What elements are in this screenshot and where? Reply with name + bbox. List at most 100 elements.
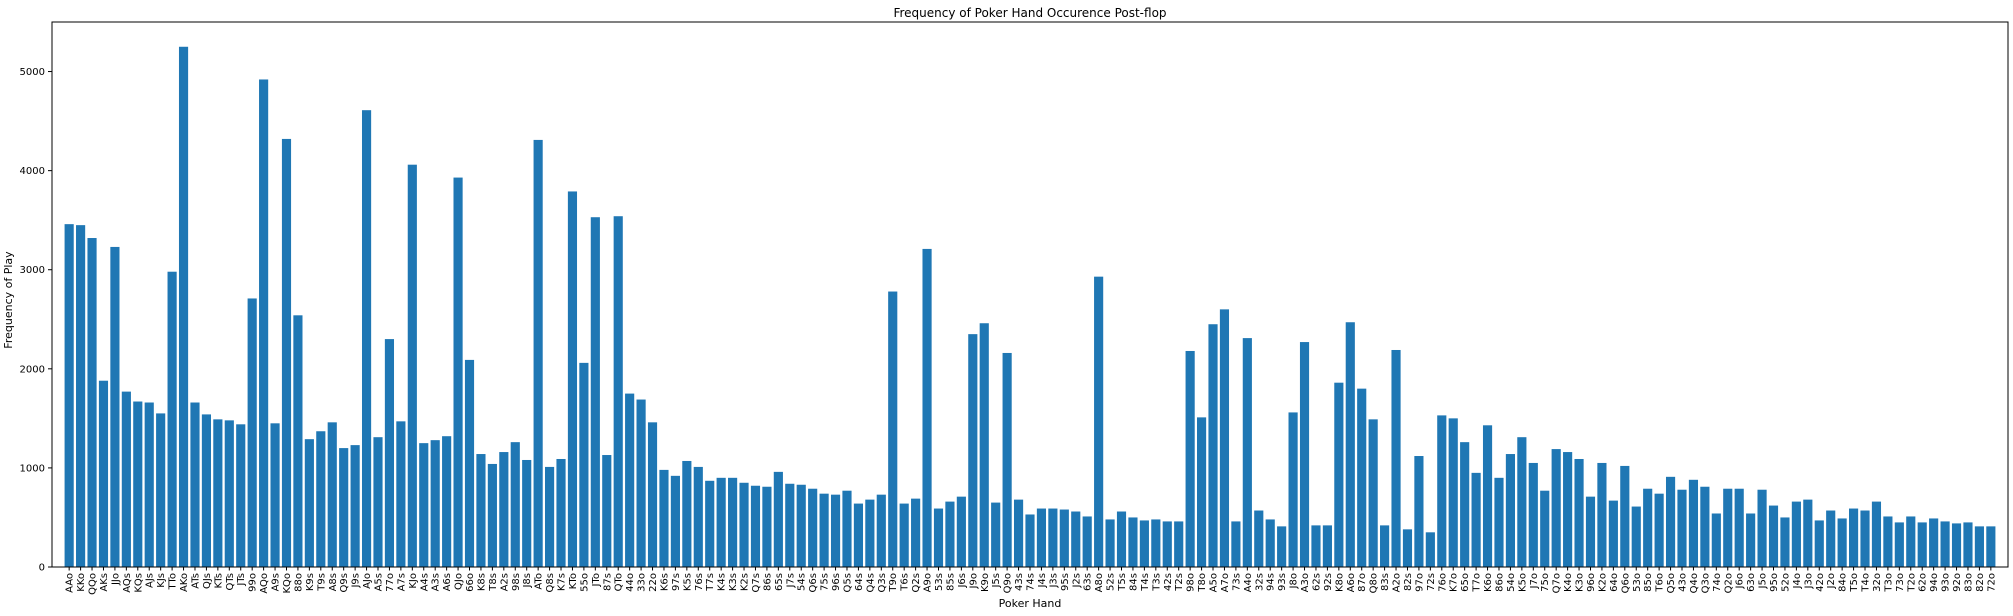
bar-K5s: [682, 460, 692, 567]
x-tick-label: A5o: [1209, 573, 1220, 592]
bar-A2s: [499, 452, 509, 567]
x-tick-label: KJs: [156, 573, 167, 588]
x-tick-label: Q6o: [1620, 573, 1631, 593]
x-tick-label: K2s: [740, 573, 751, 591]
bar-J8s: [522, 459, 532, 567]
x-tick-label: A8s: [328, 573, 339, 591]
x-tick-label: A4s: [419, 573, 430, 591]
x-tick-label: JJo: [110, 573, 121, 586]
bar-55o: [579, 362, 589, 567]
x-tick-label: QTo: [614, 573, 625, 591]
x-tick-label: A7s: [396, 573, 407, 591]
x-tick-label: K7o: [1449, 573, 1460, 592]
x-tick-label: 65o: [1460, 573, 1471, 592]
bar-82s: [1402, 529, 1413, 567]
x-tick-label: QJs: [202, 573, 213, 589]
bar-65o: [1460, 442, 1470, 567]
x-tick-label: K5s: [682, 573, 693, 591]
bar-32s: [1254, 510, 1264, 567]
x-tick-label: T3o: [1883, 573, 1894, 593]
bar-95o: [1768, 505, 1779, 567]
bar-JTs: [236, 424, 246, 567]
x-tick-label: 62s: [1311, 573, 1322, 591]
bar-A3s: [430, 440, 440, 567]
bar-Q2s: [911, 498, 921, 567]
x-tick-label: AJs: [145, 573, 156, 588]
bar-Q3s: [876, 494, 886, 567]
x-tick-label: J7o: [1529, 573, 1540, 589]
x-tick-label: QTs: [225, 573, 236, 591]
bar-85s: [945, 501, 955, 567]
x-tick-label: AKs: [99, 573, 110, 592]
bar-75s: [819, 493, 829, 567]
bar-J9o: [968, 334, 978, 567]
bar-52o: [1780, 517, 1790, 567]
bar-AQs: [121, 391, 131, 567]
bar-T8s: [487, 463, 497, 567]
bar-93s: [1277, 526, 1287, 567]
bar-Q9o: [1002, 352, 1012, 567]
bar-Q9s: [339, 448, 349, 567]
x-tick-label: 85o: [1643, 573, 1654, 592]
bar-J9s: [350, 445, 360, 567]
x-tick-label: 44o: [625, 573, 636, 592]
bar-54o: [1505, 454, 1515, 567]
bar-K5o: [1517, 437, 1527, 567]
x-tick-label: A2s: [499, 573, 510, 591]
x-tick-label: T8o: [1197, 573, 1208, 593]
x-tick-label: AKo: [179, 573, 190, 592]
bar-85o: [1643, 488, 1653, 567]
bar-86o: [1494, 477, 1504, 567]
x-tick-label: T9o: [888, 573, 899, 593]
x-tick-label: K2o: [1597, 573, 1608, 592]
bar-J8o: [1288, 412, 1298, 567]
x-tick-label: 93s: [1277, 573, 1288, 591]
bar-T6o: [1654, 493, 1664, 567]
plot-frame: [51, 21, 2009, 568]
bar-J2s: [1071, 511, 1081, 567]
bar-Q5o: [1665, 476, 1676, 567]
bar-J6s: [956, 496, 966, 567]
x-tick-label: 32s: [1254, 573, 1265, 591]
bar-K7o: [1448, 418, 1458, 567]
bar-JJo: [110, 246, 120, 567]
x-tick-label: K5o: [1517, 573, 1528, 592]
x-tick-label: J3s: [1048, 573, 1059, 589]
bar-A6o: [1345, 322, 1355, 567]
x-tick-label: ATs: [190, 573, 201, 589]
bar-64o: [1608, 500, 1618, 567]
bar-Q8o: [1368, 419, 1378, 567]
x-tick-label: K4s: [717, 573, 728, 591]
x-tick-label: 64s: [854, 573, 865, 591]
x-tick-label: J4o: [1792, 573, 1803, 589]
x-tick-label: A2o: [1392, 573, 1403, 592]
x-tick-label: KTs: [213, 573, 224, 588]
y-tick-label: 0: [39, 563, 45, 574]
x-tick-label: 74s: [1026, 573, 1037, 591]
bar-92s: [1322, 525, 1332, 567]
x-tick-label: A4o: [1243, 573, 1254, 592]
x-tick-label: T7s: [705, 573, 716, 592]
bar-43s: [1013, 499, 1024, 567]
x-tick-label: 53o: [1632, 573, 1643, 592]
bar-54s: [796, 484, 806, 567]
x-tick-label: 87s: [602, 573, 613, 591]
bar-72s: [1425, 532, 1435, 567]
x-tick-label: 52o: [1780, 573, 1791, 592]
x-tick-label: 86s: [762, 573, 773, 591]
bar-T2s: [1174, 521, 1184, 567]
x-tick-label: J3o: [1803, 573, 1814, 589]
bar-A4s: [419, 443, 429, 567]
x-tick-label: 92s: [1323, 573, 1334, 591]
bar-K9o: [979, 323, 989, 567]
bar-T8o: [1197, 417, 1207, 567]
bar-Q6o: [1620, 465, 1630, 567]
x-tick-label: T5o: [1849, 573, 1860, 593]
bar-74s: [1025, 514, 1035, 567]
bar-J5o: [1757, 489, 1767, 567]
bar-A7s: [396, 421, 406, 567]
x-tick-label: Q4s: [865, 573, 876, 592]
bar-KTo: [567, 191, 578, 567]
x-tick-label: 53s: [934, 573, 945, 591]
